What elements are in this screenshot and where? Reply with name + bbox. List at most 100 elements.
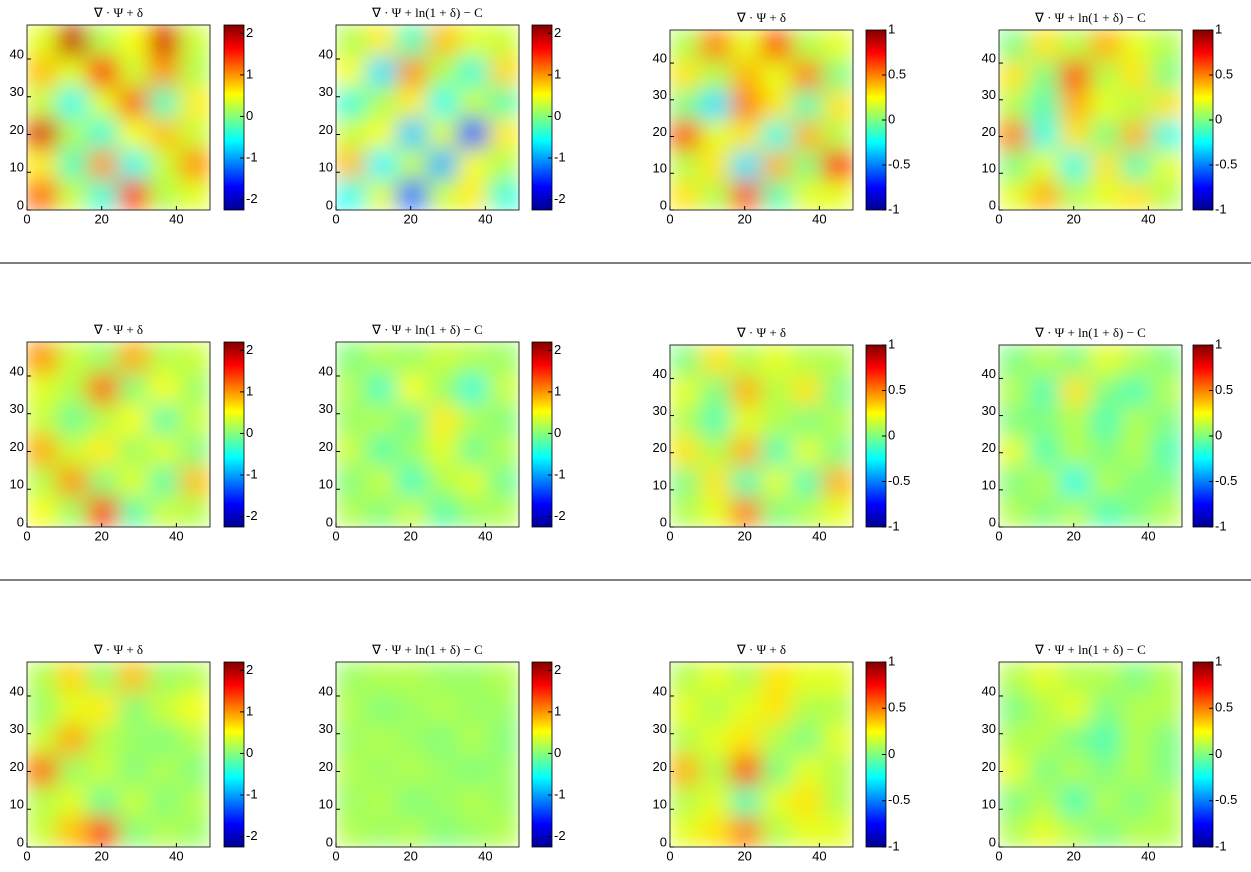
heatmap-cell: [1029, 465, 1061, 498]
y-tick-label: 40: [319, 363, 333, 378]
heatmap-cell: [457, 815, 489, 847]
y-tick-label: 10: [319, 160, 333, 175]
heatmap-cell: [457, 372, 489, 405]
heatmap-cell: [1151, 815, 1182, 847]
heatmap-cell: [457, 662, 489, 694]
y-tick-label: 10: [10, 160, 24, 175]
heatmap-cell: [1120, 754, 1152, 786]
heatmap-cell: [366, 784, 398, 817]
y-tick-label: 40: [319, 683, 333, 698]
heatmap-cell: [179, 403, 210, 435]
y-tick-label: 20: [10, 122, 24, 137]
heatmap-cell: [427, 86, 459, 118]
heatmap-cell: [148, 434, 180, 466]
chart-title: ∇ · Ψ + ln(1 + δ) − C: [1034, 325, 1146, 340]
heatmap-cell: [730, 59, 762, 91]
heatmap-cell: [87, 495, 119, 527]
heatmap-cell: [1151, 374, 1182, 407]
heatmap-cell: [179, 815, 210, 847]
heatmap-cell: [730, 465, 762, 498]
heatmap-cell: [1029, 179, 1061, 210]
heatmap-cell: [179, 342, 210, 374]
heatmap-cell: [822, 754, 853, 786]
y-tick-label: 0: [989, 514, 996, 529]
heatmap-cell: [761, 784, 793, 817]
heatmap-cell: [1151, 662, 1182, 694]
y-tick-label: 10: [319, 477, 333, 492]
heatmap-cell: [396, 86, 428, 118]
x-tick-label: 0: [666, 528, 673, 543]
heatmap-cell: [148, 464, 180, 497]
heatmap-cell: [87, 372, 119, 405]
heatmap-cell: [730, 435, 762, 467]
y-tick-label: 0: [17, 834, 24, 849]
heatmap-cell: [366, 372, 398, 405]
heatmap-cell: [999, 435, 1030, 467]
colorbar-tick-label: -1: [554, 466, 566, 481]
colorbar-tick-label: 0.5: [1215, 700, 1233, 715]
x-tick-label: 40: [169, 528, 183, 543]
y-tick-label: 10: [653, 477, 667, 492]
colorbar-tick-label: 0: [554, 108, 561, 123]
heatmap-cell: [118, 692, 150, 725]
y-tick-label: 0: [17, 197, 24, 212]
heatmap-cell: [1151, 59, 1182, 91]
heatmap-cell: [1151, 30, 1182, 61]
heatmap-cells: [27, 25, 210, 210]
heatmap-cell: [457, 25, 489, 57]
heatmap-cells: [670, 345, 853, 527]
heatmap-cell: [27, 434, 58, 466]
heatmap-cell: [1059, 815, 1091, 847]
colorbar-tick-label: -1: [246, 786, 258, 801]
heatmap-cell: [822, 723, 853, 755]
heatmap-cell: [999, 662, 1030, 694]
heatmap-cell: [1029, 435, 1061, 467]
heatmap-cell: [87, 723, 119, 755]
heatmap-cell: [396, 754, 428, 786]
heatmap-cell: [57, 495, 89, 527]
plot-frame: [26, 24, 211, 211]
y-tick-label: 0: [660, 834, 667, 849]
heatmap-cell: [336, 495, 367, 527]
heatmap-cell: [336, 434, 367, 466]
colorbar-tick-label: 1: [246, 703, 253, 718]
heatmap-cell: [396, 147, 428, 180]
heatmap-cell: [179, 495, 210, 527]
heatmap-cell: [488, 25, 519, 57]
heatmap-cell: [1059, 59, 1091, 91]
heatmap-cell: [1029, 374, 1061, 407]
heatmap-cell: [670, 179, 701, 210]
y-tick-label: 30: [10, 401, 24, 416]
y-tick-label: 10: [982, 161, 996, 176]
heatmap-cell: [791, 435, 823, 467]
x-tick-label: 40: [478, 848, 492, 863]
heatmap-cell: [700, 30, 732, 61]
heatmap-cell: [1090, 662, 1122, 694]
heatmap-cell: [822, 784, 853, 817]
heatmap-cell: [1059, 405, 1091, 437]
heatmap-cell: [336, 723, 367, 755]
heatmap-cell: [366, 815, 398, 847]
y-tick-label: 10: [653, 161, 667, 176]
y-tick-label: 20: [319, 439, 333, 454]
heatmap-cell: [1029, 815, 1061, 847]
heatmap: [27, 25, 210, 210]
heatmap-cell: [488, 403, 519, 435]
heatmap-cells: [336, 342, 519, 527]
heatmap-cell: [488, 147, 519, 180]
heatmap-cell: [761, 465, 793, 498]
colorbar-tick-label: 0: [888, 111, 895, 126]
plot-frame: [335, 24, 520, 211]
y-tick-label: 0: [989, 197, 996, 212]
heatmap-cell: [488, 86, 519, 118]
colorbar-tick-label: 1: [246, 383, 253, 398]
heatmap-cell: [396, 784, 428, 817]
heatmap-cell: [730, 784, 762, 817]
heatmap-cell: [700, 815, 732, 847]
heatmap-cell: [427, 117, 459, 149]
heatmap-cell: [118, 754, 150, 786]
heatmap-cell: [336, 147, 367, 180]
heatmap-cell: [396, 692, 428, 725]
heatmap-cell: [1120, 30, 1152, 61]
heatmap-cell: [670, 723, 701, 755]
